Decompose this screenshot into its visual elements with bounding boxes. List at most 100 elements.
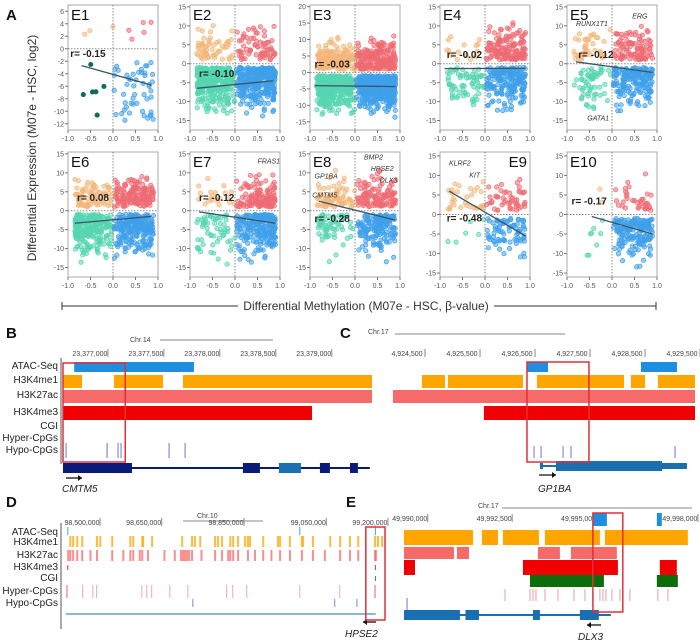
- data-point: [391, 33, 397, 39]
- data-point: [616, 68, 622, 74]
- data-point: [445, 239, 451, 245]
- trend-line: [81, 64, 152, 86]
- data-point: [333, 110, 340, 117]
- data-point: [141, 113, 147, 119]
- data-point: [148, 88, 154, 94]
- data-point: [445, 37, 451, 43]
- data-point: [510, 31, 516, 37]
- data-point: [261, 239, 267, 245]
- data-point: [245, 184, 251, 190]
- data-point: [270, 196, 276, 202]
- data-point: [206, 37, 212, 43]
- y-tick-label: 0: [60, 208, 64, 215]
- data-point: [355, 195, 362, 201]
- x-tick-label: -0.5: [456, 136, 468, 143]
- data-point: [521, 39, 527, 45]
- data-point: [326, 78, 332, 84]
- data-point: [378, 247, 384, 253]
- data-point: [205, 100, 211, 106]
- y-tick-label: -5: [180, 80, 186, 87]
- data-point: [257, 213, 263, 219]
- correlation-label: r= -0.12: [578, 50, 614, 61]
- data-point: [489, 99, 495, 105]
- data-point: [626, 83, 632, 90]
- y-tick-label: 6: [60, 9, 64, 16]
- y-tick-label: 15: [178, 151, 186, 158]
- data-point: [265, 198, 271, 205]
- data-point: [128, 212, 134, 218]
- data-point: [150, 252, 156, 258]
- data-point: [270, 49, 277, 55]
- data-point: [200, 242, 206, 248]
- data-point: [453, 239, 459, 245]
- data-point: [476, 231, 482, 238]
- data-point: [75, 178, 81, 184]
- correlation-label: r= -0.48: [447, 214, 483, 225]
- x-tick-label: 0.0: [108, 283, 118, 290]
- data-point: [355, 62, 361, 68]
- data-point: [638, 23, 644, 29]
- data-point: [371, 109, 377, 115]
- data-point: [576, 31, 582, 37]
- data-point: [647, 38, 653, 44]
- data-point: [389, 230, 395, 236]
- data-point: [331, 183, 337, 189]
- data-point: [632, 32, 638, 38]
- data-point: [267, 70, 273, 76]
- data-point: [243, 110, 250, 116]
- data-point: [491, 30, 497, 36]
- data-point: [491, 42, 497, 48]
- data-point: [640, 196, 646, 202]
- data-point: [214, 225, 220, 232]
- data-point: [262, 55, 268, 61]
- data-point: [201, 215, 207, 221]
- y-tick-label: 0: [182, 61, 186, 68]
- data-point: [492, 48, 499, 54]
- data-point: [260, 225, 266, 231]
- data-point: [496, 238, 502, 244]
- data-point: [335, 47, 341, 53]
- data-point: [261, 107, 267, 113]
- data-point: [361, 179, 368, 185]
- data-point: [476, 83, 482, 89]
- data-point: [272, 239, 278, 245]
- data-point: [621, 92, 627, 99]
- points: [80, 19, 156, 123]
- data-point: [578, 96, 585, 102]
- correlation-label: r= -0.03: [315, 60, 351, 71]
- data-point: [642, 93, 648, 99]
- x-tick-label: 0.0: [230, 283, 240, 290]
- data-point: [262, 253, 268, 259]
- data-point: [590, 41, 596, 47]
- data-point: [342, 78, 348, 84]
- data-point: [337, 96, 343, 102]
- data-point: [636, 204, 642, 210]
- data-point: [514, 221, 520, 227]
- data-point: [235, 225, 241, 231]
- data-point: [139, 108, 146, 114]
- y-tick-label: -15: [296, 265, 306, 272]
- gene-annotation: KLRF2: [449, 161, 471, 168]
- data-point: [357, 233, 363, 239]
- data-point: [114, 189, 120, 195]
- data-point: [647, 99, 653, 105]
- data-point: [347, 89, 353, 95]
- data-point: [93, 234, 99, 240]
- data-point: [247, 66, 253, 72]
- data-point: [122, 232, 128, 238]
- y-tick-label: 15: [428, 4, 436, 11]
- data-point: [585, 93, 592, 99]
- data-point: [478, 74, 484, 80]
- data-point: [316, 100, 322, 107]
- data-point: [118, 240, 124, 246]
- data-point: [638, 81, 644, 87]
- x-tick-label: 1.0: [395, 136, 405, 143]
- y-tick-label: 5: [432, 42, 436, 49]
- y-tick-label: -4: [58, 71, 64, 78]
- data-point: [444, 70, 451, 76]
- data-point: [450, 85, 456, 91]
- data-point: [245, 71, 251, 77]
- data-point: [392, 114, 398, 120]
